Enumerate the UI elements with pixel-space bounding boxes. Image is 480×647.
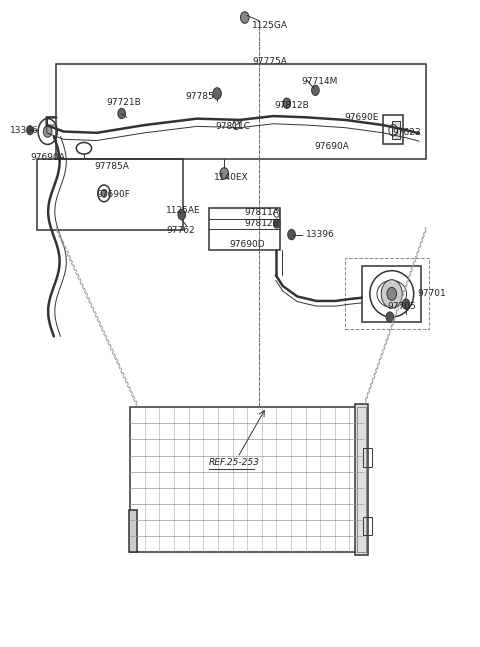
Circle shape — [381, 280, 402, 308]
Text: 97785: 97785 — [185, 92, 214, 100]
Circle shape — [27, 126, 34, 135]
Text: 97623: 97623 — [393, 127, 421, 137]
Text: 97690A: 97690A — [314, 142, 349, 151]
Circle shape — [178, 210, 186, 220]
Text: 97762: 97762 — [166, 226, 195, 235]
Text: 97811C: 97811C — [215, 122, 250, 131]
Circle shape — [43, 126, 52, 137]
Text: 97812B: 97812B — [275, 101, 309, 110]
Text: REF.25-253: REF.25-253 — [209, 458, 260, 467]
Text: 97701: 97701 — [418, 289, 446, 298]
Text: 97690E: 97690E — [344, 113, 378, 122]
Circle shape — [402, 299, 410, 309]
Text: 13396: 13396 — [10, 126, 39, 135]
Bar — [129, 510, 137, 552]
Text: 97811A: 97811A — [245, 208, 280, 217]
Text: 97721B: 97721B — [107, 98, 141, 107]
Circle shape — [283, 98, 290, 108]
Circle shape — [220, 168, 228, 179]
Text: 97690D: 97690D — [229, 241, 265, 249]
Bar — [130, 407, 364, 552]
Circle shape — [240, 12, 249, 23]
Text: 1125AE: 1125AE — [166, 206, 201, 215]
Bar — [345, 258, 429, 329]
Text: 97785A: 97785A — [95, 162, 129, 171]
Bar — [392, 121, 400, 139]
Text: 97705: 97705 — [387, 302, 416, 311]
Circle shape — [274, 219, 280, 228]
Circle shape — [312, 85, 319, 96]
Bar — [357, 407, 365, 552]
Bar — [37, 159, 183, 230]
Bar — [56, 64, 426, 159]
Text: 13396: 13396 — [306, 230, 335, 239]
Circle shape — [288, 230, 295, 240]
Bar — [362, 265, 421, 322]
Text: 97690A: 97690A — [30, 153, 65, 162]
Bar — [355, 404, 368, 555]
Text: 97690F: 97690F — [97, 190, 131, 199]
Bar — [363, 448, 372, 466]
Bar — [383, 115, 403, 144]
Circle shape — [118, 108, 125, 118]
Bar — [209, 208, 280, 250]
Circle shape — [101, 190, 107, 197]
Circle shape — [386, 312, 394, 322]
Bar — [363, 517, 372, 535]
Text: 1125GA: 1125GA — [252, 21, 288, 30]
Text: 97714M: 97714M — [301, 77, 337, 86]
Text: 97775A: 97775A — [252, 57, 287, 66]
Circle shape — [387, 287, 396, 300]
Text: 97812B: 97812B — [245, 219, 279, 228]
Circle shape — [213, 88, 221, 99]
Text: 1140EX: 1140EX — [214, 173, 248, 182]
